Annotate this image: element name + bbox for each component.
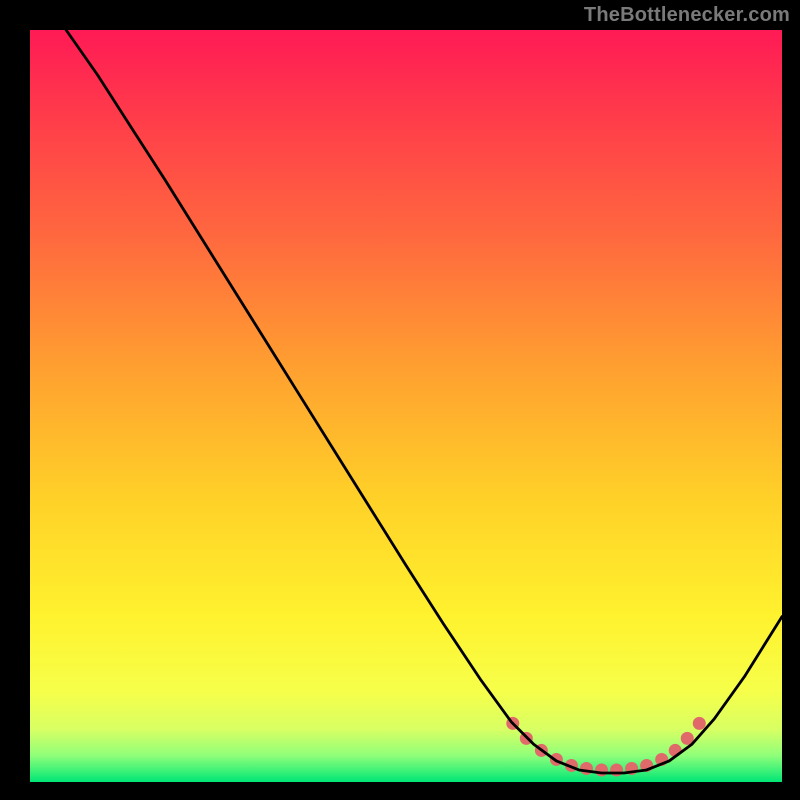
chart-stage: TheBottlenecker.com <box>0 0 800 800</box>
bottleneck-chart <box>30 30 782 782</box>
watermark-text: TheBottlenecker.com <box>584 4 790 27</box>
gradient-background <box>30 30 782 782</box>
